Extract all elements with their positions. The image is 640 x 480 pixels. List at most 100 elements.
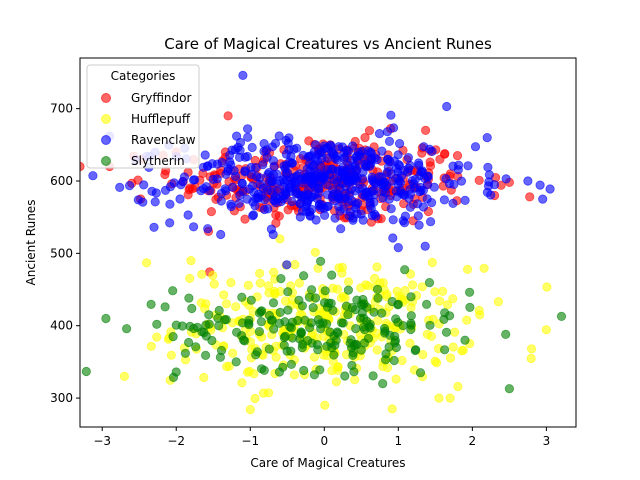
- legend-title: Categories: [111, 69, 176, 83]
- scatter-point: [393, 179, 403, 189]
- scatter-point: [88, 171, 98, 181]
- scatter-point: [352, 209, 362, 219]
- scatter-point: [264, 344, 274, 354]
- scatter-point: [351, 152, 361, 162]
- scatter-point: [199, 327, 209, 338]
- scatter-point: [330, 340, 340, 350]
- scatter-point: [200, 150, 210, 160]
- scatter-point: [271, 178, 282, 188]
- scatter-point: [248, 211, 258, 221]
- scatter-point: [482, 133, 492, 143]
- scatter-point: [388, 215, 398, 225]
- scatter-point: [463, 161, 473, 171]
- scatter-point: [180, 348, 190, 358]
- scatter-point: [393, 300, 403, 310]
- scatter-point: [453, 381, 463, 392]
- scatter-point: [253, 189, 264, 199]
- scatter-point: [538, 194, 548, 204]
- scatter-point: [456, 176, 467, 186]
- scatter-point: [366, 204, 376, 214]
- scatter-point: [400, 285, 410, 296]
- scatter-point: [319, 298, 330, 308]
- scatter-point: [309, 352, 319, 362]
- scatter-point: [225, 157, 235, 167]
- scatter-point: [372, 345, 382, 355]
- scatter-point: [240, 152, 250, 162]
- scatter-point: [442, 300, 453, 310]
- scatter-point: [237, 378, 247, 388]
- scatter-point: [199, 372, 209, 383]
- scatter-point: [237, 330, 247, 341]
- scatter-point: [430, 287, 440, 297]
- scatter-point: [415, 368, 426, 378]
- scatter-point: [523, 176, 533, 186]
- scatter-point: [460, 195, 470, 205]
- scatter-point: [221, 299, 232, 309]
- scatter-point: [221, 186, 231, 196]
- scatter-point: [460, 335, 470, 345]
- scatter-point: [343, 310, 353, 320]
- scatter-point: [203, 224, 213, 234]
- scatter-point: [287, 197, 297, 207]
- scatter-point: [245, 404, 255, 415]
- scatter-point: [338, 291, 349, 301]
- scatter-point: [275, 307, 285, 317]
- scatter-point: [384, 136, 395, 146]
- scatter-point: [372, 316, 383, 326]
- scatter-point: [234, 198, 244, 208]
- scatter-point: [259, 146, 269, 156]
- y-tick-label: 500: [50, 246, 73, 260]
- scatter-point: [315, 161, 326, 171]
- scatter-point: [385, 330, 395, 340]
- scatter-point: [336, 318, 347, 328]
- scatter-point: [271, 352, 281, 362]
- y-tick-label: 700: [50, 102, 73, 116]
- scatter-point: [372, 262, 382, 272]
- scatter-point: [388, 233, 398, 243]
- scatter-point: [392, 192, 402, 202]
- scatter-point: [479, 263, 489, 273]
- scatter-point: [427, 257, 437, 268]
- y-tick-label: 400: [50, 319, 73, 333]
- legend: Categories Gryffindor Hufflepuff Ravenclaw…: [86, 64, 200, 169]
- scatter-point: [462, 264, 473, 274]
- scatter-point: [405, 338, 415, 348]
- scatter-point: [425, 320, 435, 330]
- scatter-point: [266, 224, 276, 234]
- scatter-point: [448, 198, 458, 208]
- scatter-point: [462, 315, 472, 325]
- scatter-point: [489, 180, 500, 190]
- scatter-point: [310, 140, 321, 150]
- scatter-point: [152, 319, 162, 329]
- scatter-point: [449, 179, 459, 189]
- scatter-point: [357, 308, 367, 318]
- scatter-point: [330, 213, 340, 223]
- scatter-point: [191, 342, 201, 352]
- scatter-point: [391, 342, 401, 353]
- scatter-point: [284, 157, 295, 167]
- scatter-point: [185, 183, 195, 193]
- scatter-point: [237, 178, 247, 189]
- scatter-point: [364, 126, 375, 136]
- legend-items: Gryffindor Hufflepuff Ravenclaw Slytherin: [101, 91, 196, 168]
- scatter-point: [374, 129, 385, 139]
- scatter-point: [403, 153, 413, 163]
- scatter-point: [276, 273, 286, 284]
- scatter-point: [435, 154, 445, 164]
- scatter-point: [21, 167, 29, 175]
- x-tick-label: 3: [543, 434, 551, 448]
- scatter-point: [360, 191, 371, 201]
- scatter-point: [240, 167, 250, 177]
- scatter-point: [409, 179, 419, 189]
- scatter-point: [425, 217, 436, 227]
- scatter-point: [243, 280, 253, 290]
- scatter-point: [208, 174, 218, 184]
- chart-title: Care of Magical Creatures vs Ancient Run…: [164, 35, 492, 53]
- scatter-point: [269, 324, 279, 334]
- scatter-point: [268, 298, 279, 308]
- scatter-point: [310, 190, 320, 200]
- scatter-point: [434, 393, 444, 403]
- scatter-point: [299, 365, 309, 376]
- scatter-point: [81, 366, 91, 377]
- scatter-point: [356, 283, 366, 293]
